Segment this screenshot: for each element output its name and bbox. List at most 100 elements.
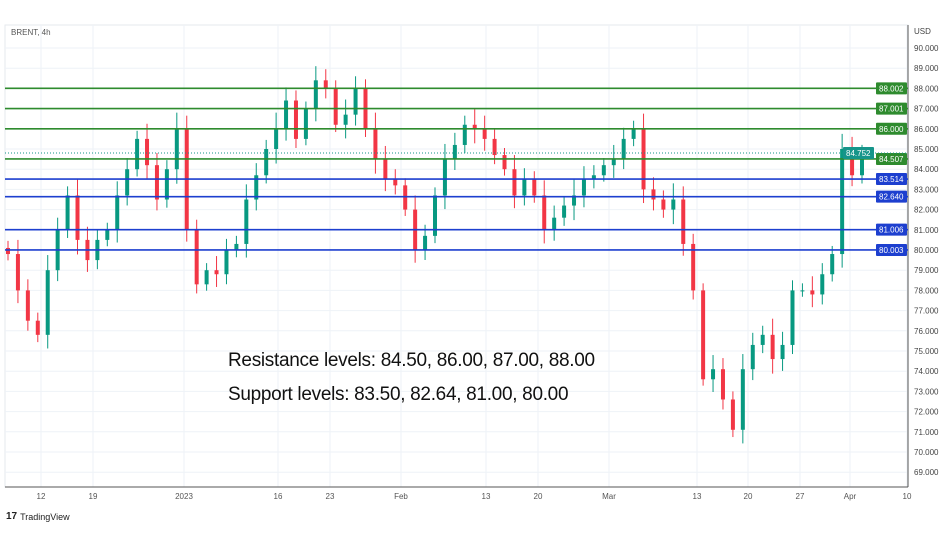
- candle-body: [234, 243, 239, 250]
- candle-body: [830, 254, 835, 275]
- candle-body: [6, 247, 10, 255]
- candle: [145, 123, 150, 179]
- candle: [532, 171, 537, 203]
- candle-body: [740, 369, 745, 430]
- y-tick-label: 72.000: [914, 408, 939, 417]
- candle-body: [154, 165, 159, 200]
- y-tick-label: 89.000: [914, 64, 939, 73]
- candle-body: [65, 195, 70, 230]
- candle: [512, 155, 517, 209]
- candle: [75, 179, 80, 255]
- y-tick-label: 77.000: [914, 307, 939, 316]
- candle-body: [373, 128, 378, 160]
- candle: [174, 112, 179, 184]
- candle-body: [383, 159, 388, 180]
- candle-body: [611, 159, 616, 166]
- brand-label: TradingView: [20, 511, 70, 522]
- candle-body: [35, 320, 40, 335]
- resistance-level-badge: [876, 122, 907, 135]
- candle-body: [393, 179, 398, 186]
- support-level-badge: [876, 243, 907, 256]
- candle: [661, 190, 666, 218]
- candle: [591, 165, 596, 189]
- candle-body: [840, 149, 845, 255]
- y-tick-label: 76.000: [914, 327, 939, 336]
- candle: [631, 120, 636, 147]
- tradingview-brand[interactable]: 17 TradingView: [6, 511, 70, 522]
- support-annotation: Support levels: 83.50, 82.64, 81.00, 80.…: [228, 384, 569, 405]
- x-tick-label: 19: [89, 492, 98, 501]
- candle: [313, 66, 318, 122]
- y-tick-label: 80.000: [914, 246, 939, 255]
- candle-body: [214, 270, 219, 275]
- candle-body: [522, 179, 527, 196]
- candle-body: [601, 165, 606, 176]
- candle-body: [343, 114, 348, 125]
- candle-body: [552, 217, 557, 230]
- candle-body: [135, 138, 140, 170]
- candle-body: [204, 270, 209, 285]
- candle: [701, 283, 706, 386]
- x-tick-label: 10: [903, 492, 912, 501]
- candle: [373, 112, 378, 174]
- candle-body: [750, 344, 755, 370]
- candle: [552, 205, 557, 241]
- symbol-title: BRENT, 4h: [11, 28, 51, 37]
- candle-body: [125, 169, 130, 196]
- candle-body: [820, 274, 825, 295]
- candle-body: [591, 175, 596, 180]
- candle-body: [860, 154, 864, 176]
- candle-body: [244, 199, 249, 244]
- candle-body: [353, 88, 358, 115]
- candle: [125, 158, 130, 206]
- candle: [760, 325, 765, 354]
- candle-body: [681, 199, 686, 244]
- candle: [611, 144, 616, 178]
- resistance-level-badge: [876, 82, 907, 95]
- support-level-label: 82.640: [879, 193, 904, 202]
- candle-body: [502, 155, 507, 170]
- candle-body: [105, 229, 110, 240]
- candle-body: [810, 290, 815, 295]
- candle: [810, 276, 815, 308]
- candle-body: [691, 243, 696, 291]
- candle-body: [15, 254, 20, 291]
- candle-body: [800, 290, 805, 292]
- candle: [105, 222, 110, 247]
- resistance-level-label: 84.507: [879, 155, 904, 164]
- resistance-level-badge: [876, 102, 907, 115]
- candle: [433, 187, 437, 244]
- candle: [353, 76, 358, 126]
- candle-body: [303, 108, 308, 139]
- candle-body: [333, 88, 338, 125]
- candle: [562, 196, 567, 226]
- currency-label: USD: [914, 27, 931, 36]
- candle-body: [532, 179, 537, 196]
- candle-body: [730, 399, 735, 430]
- resistance-level-label: 88.002: [879, 84, 904, 93]
- candle-body: [323, 80, 328, 89]
- y-tick-label: 78.000: [914, 286, 939, 295]
- candle: [135, 130, 140, 177]
- x-tick-label: 20: [744, 492, 753, 501]
- candle: [343, 99, 348, 139]
- candle-body: [194, 229, 199, 285]
- y-tick-label: 73.000: [914, 387, 939, 396]
- x-tick-label: 2023: [175, 492, 193, 501]
- last-price-badge: [843, 147, 874, 160]
- resistance-annotation: Resistance levels: 84.50, 86.00, 87.00, …: [228, 350, 595, 371]
- candle: [820, 263, 825, 305]
- candle: [264, 139, 269, 184]
- tradingview-logo-icon: 17: [6, 511, 18, 522]
- candle-body: [720, 369, 725, 400]
- support-level-badge: [876, 223, 907, 236]
- candle: [830, 245, 835, 282]
- candle: [323, 69, 328, 99]
- candle-body: [621, 138, 626, 160]
- x-tick-label: Feb: [394, 492, 408, 501]
- candle: [393, 169, 398, 195]
- candle: [601, 158, 606, 182]
- candle: [472, 108, 477, 144]
- candle-body: [512, 169, 517, 196]
